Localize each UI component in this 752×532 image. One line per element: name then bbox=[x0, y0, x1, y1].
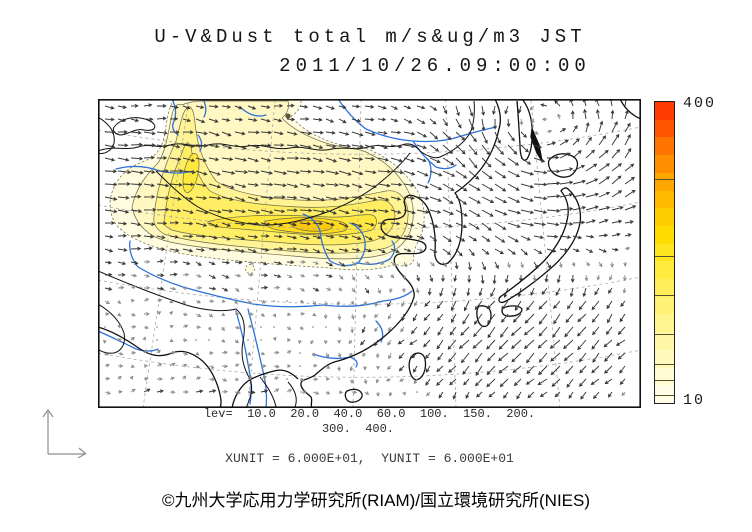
copyright-text: ©九州大学応用力学研究所(RIAM)/国立環境研究所(NIES) bbox=[161, 491, 591, 510]
map-plot bbox=[97, 95, 642, 409]
vector-units-label: XUNIT = 6.000E+01, YUNIT = 6.000E+01 bbox=[225, 451, 514, 466]
colorbar-segment bbox=[655, 119, 674, 138]
colorbar-segment bbox=[655, 385, 674, 403]
colorbar-segment bbox=[655, 208, 674, 226]
colorbar-tick bbox=[655, 179, 674, 181]
colorbar-tick bbox=[655, 379, 674, 381]
country-borders bbox=[97, 100, 475, 409]
colorbar-max-label: 400 bbox=[683, 95, 717, 112]
colorbar-segment bbox=[655, 349, 674, 368]
contour-levels-line1: lev= 10.0 20.0 40.0 60.0 100. 150. 200. bbox=[203, 407, 536, 421]
colorbar-tick bbox=[655, 364, 674, 366]
colorbar-tick bbox=[655, 333, 674, 335]
colorbar-segment bbox=[655, 367, 674, 386]
colorbar-segment bbox=[655, 225, 674, 244]
colorbar-tick bbox=[655, 395, 674, 397]
figure-title: U-V&Dust total m/s&ug/m3 JST bbox=[154, 26, 586, 48]
colorbar-segment bbox=[655, 279, 674, 297]
colorbar-tick bbox=[655, 256, 674, 258]
contour-levels-line2: 300. 400. bbox=[321, 422, 394, 436]
colorbar-segment bbox=[655, 137, 674, 156]
colorbar-tick bbox=[655, 294, 674, 296]
colorbar-segment bbox=[655, 155, 674, 173]
colorbar-segment bbox=[655, 172, 674, 191]
colorbar-segment bbox=[655, 314, 674, 333]
figure-timestamp: 2011/10/26.09:00:00 bbox=[279, 55, 591, 77]
wind-vector-field bbox=[103, 95, 637, 400]
colorbar-segment bbox=[655, 190, 674, 209]
colorbar-segment bbox=[655, 296, 674, 315]
corner-axes-icon bbox=[42, 408, 87, 459]
colorbar bbox=[654, 101, 675, 404]
colorbar-segment bbox=[655, 261, 674, 280]
colorbar-segment bbox=[655, 243, 674, 262]
colorbar-segment bbox=[655, 332, 674, 350]
map-plot-area bbox=[97, 95, 642, 409]
colorbar-segment bbox=[655, 102, 674, 120]
map-frame bbox=[98, 99, 642, 408]
colorbar-min-label: 10 bbox=[683, 392, 706, 409]
